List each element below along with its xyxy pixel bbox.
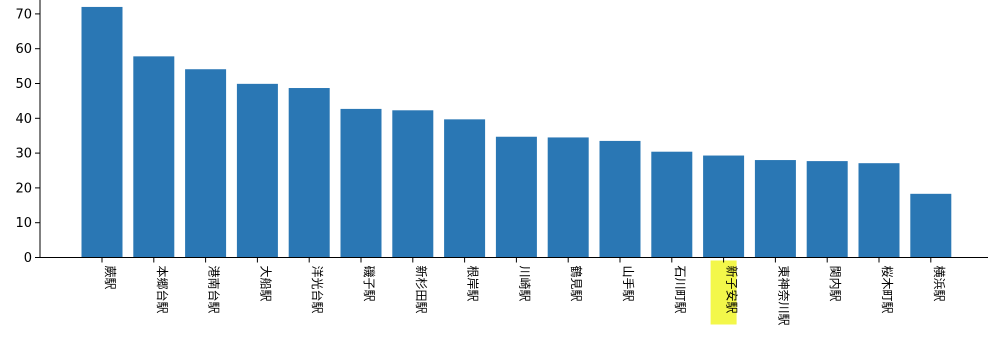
y-tick-label: 60 [15,42,32,57]
x-tick-label: 東神奈川駅 [776,266,790,326]
highlight-marker [710,260,737,325]
y-tick-label: 0 [24,251,32,266]
x-tick-label: 関内駅 [828,266,842,302]
x-tick-label: 洋光台駅 [310,266,325,314]
x-tick-label: 根岸駅 [466,266,480,302]
bar [133,56,175,258]
bar [858,163,900,258]
y-tick-label: 10 [15,216,32,231]
x-ticks: 蕨駅 本郷台駅 港南台駅 大船駅 洋光台駅 磯子駅 新杉田駅 根岸駅 川崎駅 鶴見駅 山手駅 石川町駅… [101,257,946,326]
y-tick-label: 70 [15,7,32,22]
x-tick-label: 川崎駅 [517,266,531,302]
x-tick-label: 新杉田駅 [414,266,429,314]
highlight-layer [710,260,737,325]
x-tick-label: 大船駅 [258,266,272,302]
y-ticks: 0 10 20 30 40 50 60 70 [15,7,40,266]
bar [599,140,641,258]
y-tick-label: 40 [15,112,32,127]
bar [444,119,486,258]
bar [651,151,693,258]
bar [288,88,330,258]
x-tick-label: 横浜駅 [932,266,946,302]
x-tick-label: 鶴見駅 [569,266,584,302]
x-tick-label: 港南台駅 [207,266,222,314]
bar [392,110,434,258]
bar [340,108,382,258]
x-tick-label: 蕨駅 [103,266,117,290]
x-tick-label: 桜木町駅 [880,266,894,314]
y-tick-label: 30 [15,147,32,162]
bar [81,6,123,258]
bar [547,137,589,258]
bar [754,160,796,258]
x-tick-label: 山手駅 [621,266,635,302]
bar [185,69,227,258]
bar [806,161,848,258]
bar [495,136,537,258]
bars [81,6,952,258]
x-tick-label: 磯子駅 [362,266,376,302]
x-tick-label: 石川町駅 [673,266,687,314]
x-tick-label: 新子安駅 [725,266,740,314]
y-tick-label: 50 [15,77,32,92]
bar [236,83,278,258]
y-tick-label: 20 [15,181,32,196]
bar [910,193,952,258]
bar [703,155,745,258]
x-tick-label: 本郷台駅 [155,266,170,314]
